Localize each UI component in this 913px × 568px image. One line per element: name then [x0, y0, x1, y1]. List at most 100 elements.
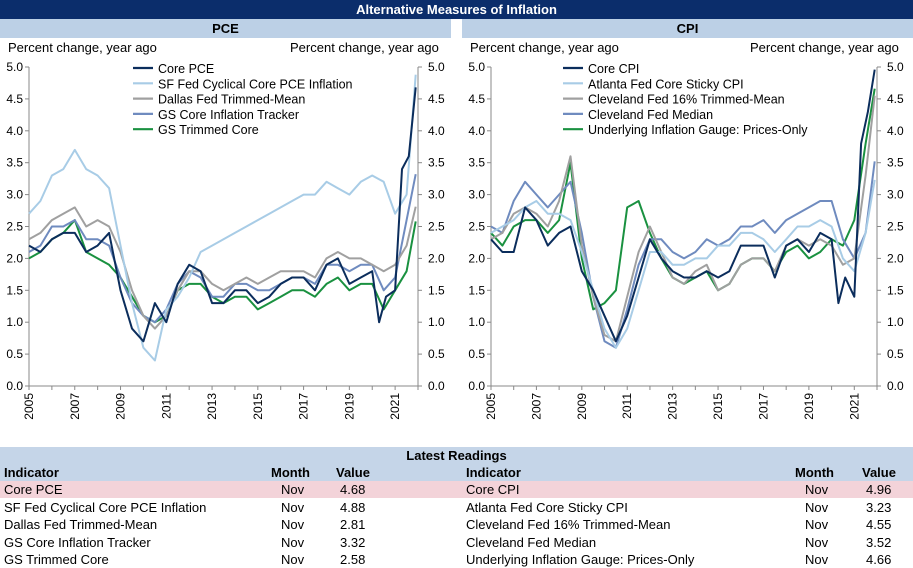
col-indicator-left: Indicator: [4, 465, 59, 480]
cpi-y-tick-label: 2.5: [468, 220, 485, 234]
cpi-series-cleveland-fed-median: [490, 161, 876, 349]
cpi-y-tick-label: 3.5: [887, 156, 904, 170]
pce-y-tick-label: 4.5: [428, 92, 445, 106]
cpi-row-value: 3.52: [866, 534, 892, 550]
pce-row-indicator: Dallas Fed Trimmed-Mean: [4, 517, 158, 532]
pce-legend-label: Dallas Fed Trimmed-Mean: [158, 93, 305, 107]
pce-ylabel-left: Percent change, year ago: [8, 40, 157, 55]
pce-y-tick-label: 2.5: [6, 220, 23, 234]
cpi-y-tick-label: 4.5: [468, 92, 485, 106]
col-month-right: Month: [795, 465, 834, 480]
pce-series-sf-fed-cyclical-core-pce-inflation: [28, 74, 417, 362]
pce-y-tick-label: 2.5: [428, 220, 445, 234]
pce-series-gs-trimmed-core: [28, 219, 417, 324]
cpi-series-atlanta-fed-core-sticky-cpi: [490, 179, 876, 349]
pce-row-indicator: GS Trimmed Core: [4, 552, 109, 567]
pce-row-month: Nov: [281, 482, 305, 497]
cpi-ylabel-right: Percent change, year ago: [750, 40, 899, 55]
cpi-series-core-cpi: [490, 69, 876, 343]
main-title: Alternative Measures of Inflation: [0, 0, 913, 19]
cpi-row-indicator: Cleveland Fed Median: [466, 534, 597, 550]
pce-y-tick-label: 0.5: [428, 347, 445, 361]
pce-y-tick-label: 0.5: [6, 347, 23, 361]
cpi-row-indicator: Core CPI: [466, 482, 520, 497]
cpi-row-indicator: Cleveland Fed 16% Trimmed-Mean: [466, 517, 671, 532]
cpi-row-value: 4.96: [866, 482, 892, 497]
cpi-y-tick-label: 0.0: [887, 379, 904, 393]
pce-y-tick-label: 4.0: [6, 124, 23, 138]
pce-panel-title: PCE: [0, 19, 451, 38]
pce-x-tick-label: 2015: [251, 393, 265, 420]
cpi-y-tick-label: 1.5: [887, 283, 904, 297]
cpi-y-tick-label: 1.5: [468, 283, 485, 297]
pce-row-month: Nov: [281, 517, 305, 532]
cpi-y-tick-label: 5.0: [887, 60, 904, 74]
cpi-x-tick-label: 2007: [529, 393, 543, 420]
cpi-x-tick-label: 2005: [484, 393, 498, 420]
cpi-y-tick-label: 3.5: [468, 156, 485, 170]
cpi-row-month: Nov: [805, 499, 829, 515]
pce-legend-label: SF Fed Cyclical Core PCE Inflation: [158, 77, 353, 91]
pce-y-tick-label: 2.0: [6, 251, 23, 265]
cpi-y-tick-label: 2.0: [468, 251, 485, 265]
cpi-row-month: Nov: [805, 482, 829, 497]
cpi-y-tick-label: 5.0: [468, 60, 485, 74]
pce-row-month: Nov: [281, 499, 305, 515]
cpi-x-tick-label: 2013: [666, 393, 680, 420]
cpi-y-tick-label: 0.5: [887, 347, 904, 361]
pce-y-tick-label: 3.5: [6, 156, 23, 170]
cpi-row-month: Nov: [805, 552, 829, 567]
pce-x-tick-label: 2009: [114, 393, 128, 420]
cpi-legend-label: Atlanta Fed Core Sticky CPI: [588, 77, 744, 91]
pce-legend-label: GS Core Inflation Tracker: [158, 108, 299, 122]
cpi-row-indicator: Atlanta Fed Core Sticky CPI: [466, 499, 628, 515]
pce-y-tick-label: 1.0: [428, 315, 445, 329]
pce-y-tick-label: 1.5: [428, 283, 445, 297]
pce-x-tick-label: 2021: [388, 393, 402, 420]
pce-y-tick-label: 0.0: [6, 379, 23, 393]
pce-ylabel-right: Percent change, year ago: [290, 40, 439, 55]
pce-row-indicator: GS Core Inflation Tracker: [4, 534, 151, 550]
charts-canvas: 0.0 0.0 0.5 0.5 1.0 1.0 1.5 1.5 2.0 2.0 2.5 2.5 3.0 3…: [6, 60, 904, 420]
pce-row-value: 4.88: [340, 499, 366, 515]
pce-y-tick-label: 1.5: [6, 283, 23, 297]
pce-x-tick-label: 2013: [205, 393, 219, 420]
latest-readings-title: Latest Readings: [0, 447, 913, 464]
pce-row-value: 2.58: [340, 552, 366, 567]
cpi-y-tick-label: 1.0: [468, 315, 485, 329]
pce-row-month: Nov: [281, 534, 305, 550]
highlight-row: [0, 481, 913, 498]
cpi-row-value: 4.55: [866, 517, 892, 532]
cpi-y-tick-label: 1.0: [887, 315, 904, 329]
pce-y-tick-label: 2.0: [428, 251, 445, 265]
cpi-x-tick-label: 2011: [620, 393, 634, 419]
pce-row-value: 3.32: [340, 534, 366, 550]
cpi-row-value: 3.23: [866, 499, 892, 515]
cpi-x-tick-label: 2015: [711, 393, 725, 420]
cpi-y-tick-label: 4.0: [468, 124, 485, 138]
cpi-y-tick-label: 3.0: [887, 188, 904, 202]
pce-y-tick-label: 0.0: [428, 379, 445, 393]
pce-row-month: Nov: [281, 552, 305, 567]
pce-x-tick-label: 2011: [159, 393, 173, 419]
cpi-x-tick-label: 2009: [575, 393, 589, 420]
pce-row-indicator: Core PCE: [4, 482, 63, 497]
cpi-ylabel-left: Percent change, year ago: [470, 40, 619, 55]
cpi-legend-label: Core CPI: [588, 62, 639, 76]
pce-legend-label: Core PCE: [158, 62, 214, 76]
cpi-panel-title: CPI: [462, 19, 913, 38]
cpi-y-tick-label: 0.0: [468, 379, 485, 393]
pce-row-value: 2.81: [340, 517, 366, 532]
pce-x-tick-label: 2005: [22, 393, 36, 420]
pce-x-tick-label: 2007: [68, 393, 82, 420]
pce-x-tick-label: 2019: [342, 393, 356, 420]
table-header-bar: [0, 464, 913, 481]
pce-y-tick-label: 5.0: [6, 60, 23, 74]
pce-series-dallas-fed-trimmed-mean: [28, 206, 417, 330]
cpi-row-indicator: Underlying Inflation Gauge: Prices-Only: [466, 552, 695, 567]
cpi-legend-label: Underlying Inflation Gauge: Prices-Only: [588, 123, 808, 137]
pce-series-core-pce: [28, 87, 417, 343]
pce-y-tick-label: 3.0: [6, 188, 23, 202]
pce-series-gs-core-inflation-tracker: [28, 174, 417, 324]
pce-x-tick-label: 2017: [297, 393, 311, 420]
